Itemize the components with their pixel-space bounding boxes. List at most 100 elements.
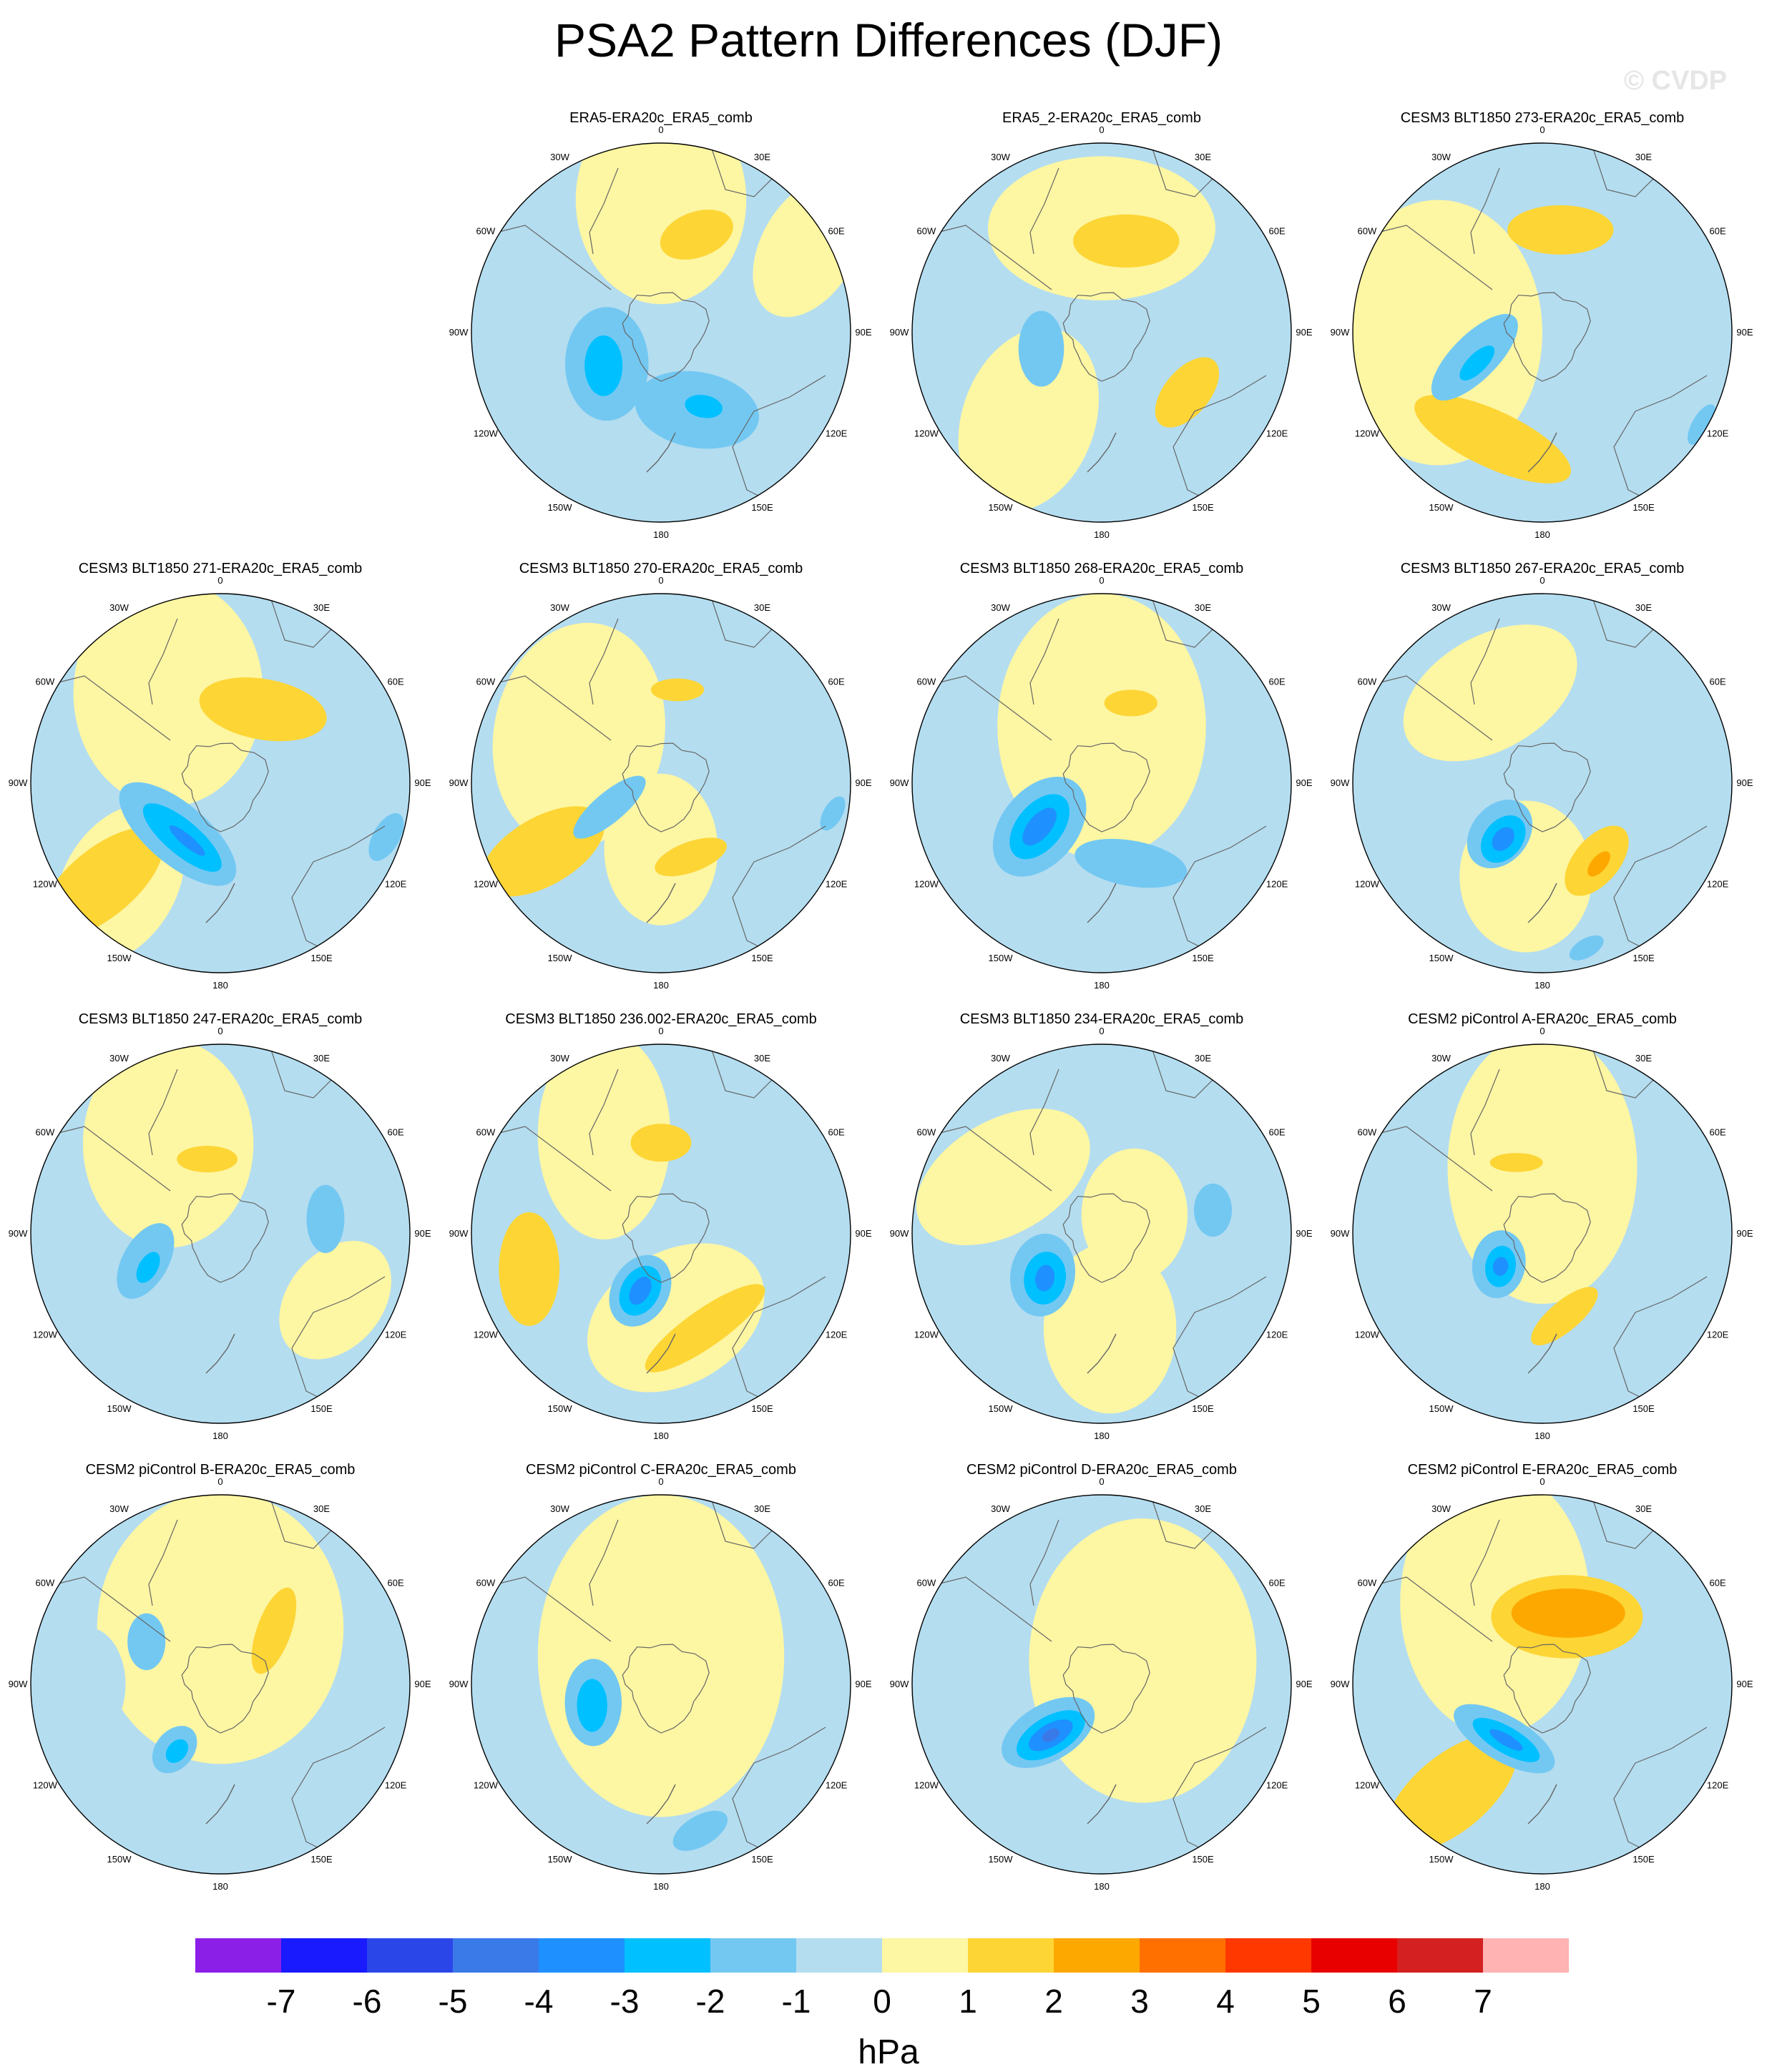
panel-title: CESM2 piControl E-ERA20c_ERA5_comb [1407,1462,1678,1478]
longitude-label: 150W [548,1403,573,1414]
longitude-label: 0 [1539,1027,1545,1036]
longitude-label: 150W [548,502,573,513]
panel-title: CESM2 piControl B-ERA20c_ERA5_comb [85,1462,356,1478]
longitude-label: 90E [855,1228,871,1239]
polar-map: 0 30E 60E 90E 120E 150E 180 150W 120W 90W 60W 30W [1331,126,1753,540]
map-boundary [30,593,411,973]
south-america-coastline [1377,225,1493,290]
anomaly-contour [1688,404,1716,445]
longitude-label: 30E [1635,602,1652,613]
polar-map: 0 30E 60E 90E 120E 150E 180 150W 120W 90W 60W 30W [1331,1027,1753,1441]
longitude-label: 60W [476,1578,496,1589]
polar-map: 0 30E 60E 90E 120E 150E 180 150W 120W 90W 60W 30W [890,1027,1313,1441]
colorbar-tick-label: -4 [524,1983,554,2020]
map-boundary [30,1044,411,1424]
australia-coastline [1613,1276,1708,1406]
longitude-label: 120E [1707,1780,1729,1791]
anomaly-contour [1400,1495,1590,1735]
longitude-label: 90W [9,1679,28,1689]
new-zealand-coastline [646,432,676,473]
longitude-label: 90W [1331,777,1350,788]
south-america-coastline [589,618,619,705]
anomaly-contour [584,335,623,396]
anomaly-contour [1074,838,1188,888]
south-america-coastline [1470,167,1500,255]
south-america-coastline [589,1519,619,1606]
longitude-label: 90W [890,1679,909,1689]
map-panel: CESM2 piControl C-ERA20c_ERA5_comb 0 30E 60… [441,1462,881,1913]
longitude-label: 90E [1736,1228,1753,1239]
anomaly-contour [1022,807,1057,846]
longitude-label: 150E [1192,1403,1214,1414]
longitude-label: 30W [109,1053,129,1064]
longitude-label: 90W [890,327,909,338]
map-boundary [1352,593,1733,973]
cvdp-watermark: © CVDP [1624,66,1728,96]
south-america-coastline [1029,1069,1059,1156]
new-zealand-coastline [1527,883,1557,923]
map-boundary [1352,142,1733,523]
longitude-label: 120W [474,879,499,890]
longitude-label: 90W [449,327,469,338]
map-panel: CESM3 BLT1850 236.002-ERA20c_ERA5_comb 0 3… [441,1011,881,1462]
longitude-label: 60E [1710,677,1726,687]
longitude-label: 150W [107,1854,132,1865]
longitude-label: 30W [991,152,1010,162]
map-boundary [471,1044,851,1424]
longitude-label: 30W [991,1503,1010,1514]
longitude-label: 180 [653,1881,669,1892]
anomaly-contour [49,1627,126,1742]
colorbar-swatch [453,1938,539,1973]
colorbar-swatch [195,1938,281,1973]
longitude-label: 150W [1429,1403,1454,1414]
colorbar-swatch [367,1938,453,1973]
longitude-label: 120E [1707,1330,1729,1340]
longitude-label: 90W [449,1679,469,1689]
south-america-coastline [1377,1576,1493,1642]
antarctica-coastline [1062,1644,1150,1734]
longitude-label: 180 [1534,1881,1550,1892]
panel-title: CESM2 piControl D-ERA20c_ERA5_comb [966,1462,1237,1478]
longitude-label: 120W [914,1780,939,1791]
longitude-label: 90W [1331,1228,1350,1239]
longitude-label: 180 [212,980,228,991]
longitude-label: 120W [33,1780,58,1791]
longitude-label: 90E [414,1679,431,1689]
longitude-label: 90E [1296,777,1312,788]
south-america-coastline [1377,675,1493,741]
longitude-label: 30E [1635,1053,1652,1064]
longitude-label: 120W [474,1330,499,1340]
longitude-label: 0 [1539,126,1545,135]
longitude-label: 30W [550,152,569,162]
australia-coastline [732,1276,826,1406]
africa-coastline [710,1498,783,1549]
longitude-label: 150E [1192,502,1214,513]
longitude-label: 180 [653,980,669,991]
colorbar-tick-label: 4 [1216,1983,1235,2020]
panel-title: CESM2 piControl C-ERA20c_ERA5_comb [526,1462,796,1478]
longitude-label: 60E [388,1578,404,1589]
longitude-label: 120E [1266,428,1288,439]
longitude-label: 60W [476,226,496,237]
longitude-label: 150E [310,953,333,963]
map-panel: CESM2 piControl E-ERA20c_ERA5_comb 0 30E 60… [1322,1462,1763,1913]
africa-coastline [1592,1498,1665,1549]
south-america-coastline [496,1126,612,1192]
longitude-label: 60W [1358,1578,1377,1589]
longitude-label: 150E [310,1854,333,1865]
longitude-label: 30W [1431,602,1451,613]
longitude-label: 120W [474,428,499,439]
new-zealand-coastline [205,1784,235,1825]
longitude-label: 180 [1094,980,1110,991]
map-boundary [1352,1494,1733,1875]
map-boundary [30,1494,411,1875]
longitude-label: 90W [449,1228,469,1239]
australia-coastline [1173,1727,1267,1857]
new-zealand-coastline [1087,1333,1117,1374]
anomaly-contour [1042,1728,1059,1742]
colorbar-tick-label: 2 [1044,1983,1063,2020]
map-panel: CESM3 BLT1850 234-ERA20c_ERA5_comb 0 30E 60… [881,1011,1322,1462]
africa-coastline [1151,146,1224,197]
colorbar-tick-label: -6 [353,1983,382,2020]
longitude-label: 30E [754,1053,770,1064]
